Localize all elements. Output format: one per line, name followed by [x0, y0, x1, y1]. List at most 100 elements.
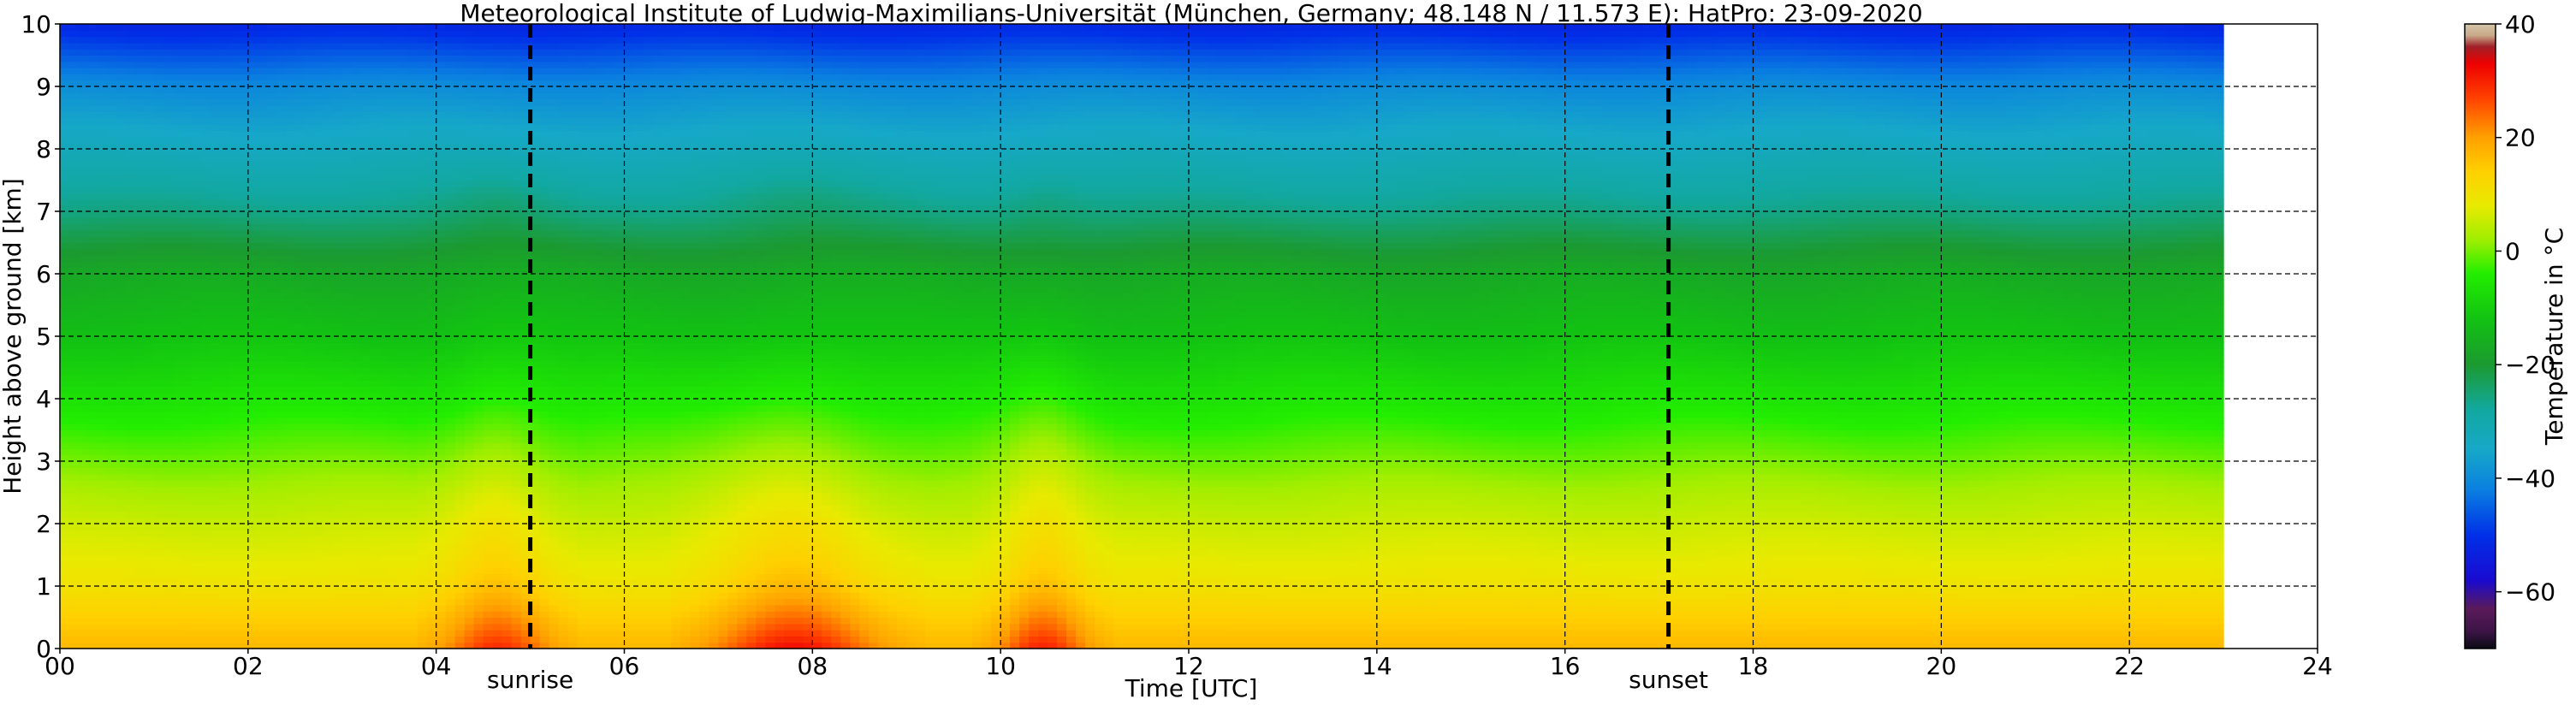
heatmap-cell [313, 24, 324, 31]
heatmap-cell [78, 380, 89, 387]
heatmap-cell [276, 311, 287, 318]
heatmap-cell [360, 573, 371, 581]
heatmap-cell [181, 193, 193, 199]
heatmap-cell [134, 348, 145, 356]
heatmap-cell [464, 193, 475, 199]
heatmap-cell [407, 193, 418, 199]
heatmap-cell [445, 367, 456, 375]
heatmap-cell [68, 317, 80, 324]
heatmap-cell [125, 323, 136, 331]
heatmap-cell [144, 430, 155, 437]
heatmap-cell [332, 536, 343, 543]
heatmap-cell [163, 117, 174, 125]
heatmap-cell [502, 642, 513, 649]
heatmap-cell [436, 130, 447, 137]
heatmap-cell [511, 236, 522, 244]
heatmap-cell [454, 117, 466, 125]
heatmap-cell [181, 117, 193, 125]
heatmap-cell [181, 430, 193, 437]
heatmap-cell [144, 24, 155, 31]
heatmap-cell [436, 274, 447, 281]
heatmap-cell [106, 267, 117, 275]
heatmap-cell [229, 49, 240, 56]
heatmap-cell [229, 492, 240, 500]
heatmap-cell [389, 636, 400, 643]
heatmap-cell [78, 80, 89, 87]
heatmap-cell [172, 223, 183, 231]
heatmap-cell [266, 36, 277, 44]
heatmap-cell [97, 511, 108, 518]
heatmap-cell [285, 354, 296, 362]
heatmap-cell [483, 617, 494, 625]
heatmap-cell [426, 217, 437, 225]
heatmap-cell [313, 530, 324, 537]
heatmap-cell [417, 579, 428, 587]
heatmap-cell [285, 61, 296, 68]
heatmap-cell [379, 630, 390, 637]
heatmap-cell [191, 498, 202, 506]
heatmap-cell [483, 336, 494, 343]
heatmap-cell [172, 149, 183, 156]
heatmap-cell [200, 317, 211, 324]
heatmap-cell [379, 204, 390, 212]
heatmap-cell [332, 186, 343, 193]
heatmap-cell [445, 392, 456, 400]
heatmap-cell [134, 174, 145, 181]
heatmap-cell [454, 267, 466, 275]
heatmap-cell [473, 111, 484, 119]
heatmap-cell [219, 442, 230, 449]
heatmap-cell [417, 242, 428, 250]
heatmap-cell [341, 280, 353, 287]
heatmap-cell [341, 161, 353, 169]
heatmap-cell [200, 467, 211, 475]
heatmap-cell [276, 174, 287, 181]
heatmap-cell [116, 386, 127, 394]
heatmap-cell [210, 623, 221, 631]
heatmap-cell [210, 98, 221, 106]
heatmap-cell [398, 536, 409, 543]
heatmap-cell [116, 261, 127, 269]
heatmap-cell [398, 267, 409, 275]
heatmap-cell [285, 367, 296, 375]
heatmap-cell [398, 311, 409, 318]
heatmap-cell [407, 292, 418, 299]
heatmap-cell [266, 117, 277, 125]
heatmap-cell [125, 405, 136, 412]
heatmap-cell [304, 367, 315, 375]
heatmap-cell [436, 61, 447, 68]
heatmap-cell [106, 505, 117, 512]
heatmap-cell [313, 560, 324, 568]
heatmap-cell [407, 211, 418, 218]
heatmap-cell [502, 24, 513, 31]
heatmap-cell [323, 524, 334, 530]
heatmap-cell [87, 68, 98, 74]
heatmap-cell [257, 323, 268, 331]
heatmap-cell [200, 24, 211, 31]
heatmap-cell [389, 479, 400, 487]
heatmap-cell [106, 305, 117, 312]
heatmap-cell [106, 49, 117, 56]
heatmap-cell [116, 604, 127, 612]
heatmap-cell [97, 149, 108, 156]
heatmap-cell [153, 236, 164, 244]
heatmap-cell [181, 399, 193, 406]
heatmap-cell [200, 373, 211, 381]
heatmap-cell [370, 342, 381, 350]
heatmap-cell [285, 329, 296, 337]
heatmap-cell [257, 36, 268, 44]
heatmap-cell [153, 373, 164, 381]
heatmap-cell [134, 236, 145, 244]
heatmap-cell [181, 636, 193, 643]
heatmap-cell [87, 598, 98, 606]
heatmap-cell [87, 424, 98, 431]
heatmap-cell [78, 30, 89, 38]
heatmap-cell [257, 367, 268, 375]
heatmap-cell [370, 386, 381, 394]
heatmap-cell [407, 435, 418, 443]
heatmap-cell [379, 117, 390, 125]
heatmap-cell [436, 560, 447, 568]
heatmap-cell [483, 361, 494, 369]
heatmap-cell [454, 461, 466, 468]
heatmap-cell [97, 117, 108, 125]
heatmap-cell [285, 292, 296, 299]
